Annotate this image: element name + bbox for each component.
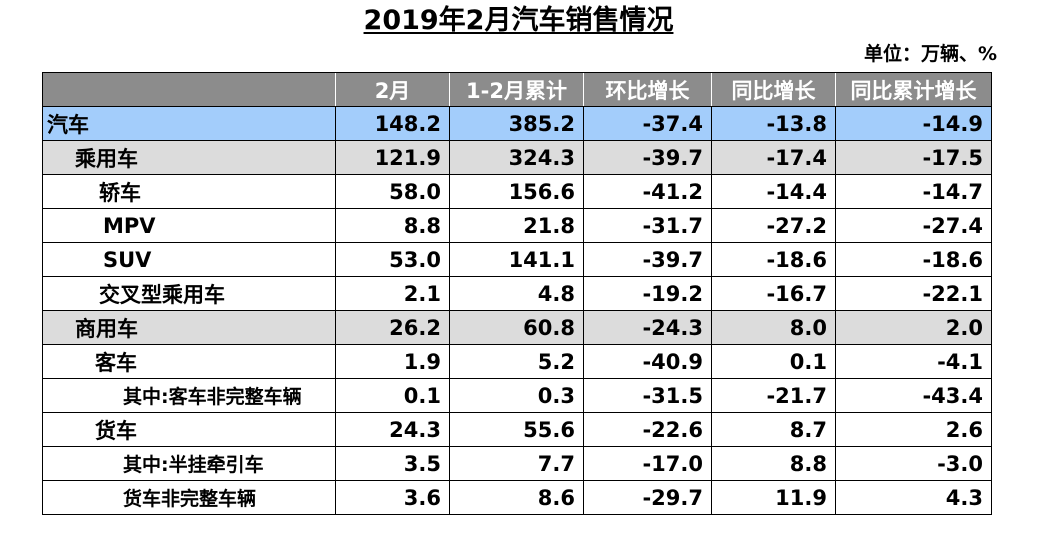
cell-mom: -39.7 [583, 242, 712, 277]
row-label: 轿车 [42, 174, 336, 209]
cell-yoy-cumulative: -14.7 [835, 174, 992, 209]
cell-yoy: -27.2 [711, 208, 836, 243]
row-label: 乘用车 [42, 140, 336, 175]
cell-feb: 58.0 [335, 174, 450, 209]
unit-note: 单位：万辆、% [863, 43, 997, 65]
cell-feb: 1.9 [335, 344, 450, 379]
cell-yoy: 8.8 [711, 446, 836, 481]
cell-yoy: -16.7 [711, 276, 836, 311]
sales-table: 2月 1-2月累计 环比增长 同比增长 同比累计增长 汽车 148.2 385.… [42, 72, 992, 515]
cell-feb: 3.6 [335, 480, 450, 515]
cell-yoy-cumulative: -3.0 [835, 446, 992, 481]
header-feb: 2月 [335, 72, 450, 107]
row-label: 货车非完整车辆 [42, 480, 336, 515]
cell-yoy-cumulative: -4.1 [835, 344, 992, 379]
cell-cumulative: 8.6 [449, 480, 584, 515]
cell-yoy-cumulative: -14.9 [835, 106, 992, 141]
row-label: 客车 [42, 344, 336, 379]
cell-feb: 53.0 [335, 242, 450, 277]
cell-cumulative: 7.7 [449, 446, 584, 481]
cell-mom: -41.2 [583, 174, 712, 209]
table-row-bus: 客车 1.9 5.2 -40.9 0.1 -4.1 [42, 344, 992, 379]
row-label: 汽车 [42, 106, 336, 141]
cell-feb: 24.3 [335, 412, 450, 447]
cell-feb: 3.5 [335, 446, 450, 481]
cell-feb: 2.1 [335, 276, 450, 311]
cell-feb: 121.9 [335, 140, 450, 175]
cell-mom: -19.2 [583, 276, 712, 311]
table-row-total: 汽车 148.2 385.2 -37.4 -13.8 -14.9 [42, 106, 992, 141]
cell-mom: -31.7 [583, 208, 712, 243]
cell-mom: -22.6 [583, 412, 712, 447]
header-jan-feb-cumulative: 1-2月累计 [449, 72, 584, 107]
header-yoy-growth: 同比增长 [711, 72, 836, 107]
cell-yoy: 11.9 [711, 480, 836, 515]
cell-mom: -39.7 [583, 140, 712, 175]
cell-mom: -37.4 [583, 106, 712, 141]
cell-yoy: 8.0 [711, 310, 836, 345]
page-title-text: 2019年2月汽车销售情况 [363, 5, 674, 36]
cell-mom: -40.9 [583, 344, 712, 379]
cell-feb: 8.8 [335, 208, 450, 243]
table-row-mpv: MPV 8.8 21.8 -31.7 -27.2 -27.4 [42, 208, 992, 243]
cell-cumulative: 141.1 [449, 242, 584, 277]
cell-cumulative: 156.6 [449, 174, 584, 209]
cell-cumulative: 4.8 [449, 276, 584, 311]
cell-yoy: 0.1 [711, 344, 836, 379]
table-row-sedan: 轿车 58.0 156.6 -41.2 -14.4 -14.7 [42, 174, 992, 209]
row-label: MPV [42, 208, 336, 243]
cell-yoy: -18.6 [711, 242, 836, 277]
row-label: 货车 [42, 412, 336, 447]
page-title: 2019年2月汽车销售情况 [0, 4, 1037, 38]
cell-cumulative: 324.3 [449, 140, 584, 175]
cell-cumulative: 21.8 [449, 208, 584, 243]
cell-mom: -31.5 [583, 378, 712, 413]
table-row-suv: SUV 53.0 141.1 -39.7 -18.6 -18.6 [42, 242, 992, 277]
cell-yoy-cumulative: -43.4 [835, 378, 992, 413]
cell-yoy-cumulative: -17.5 [835, 140, 992, 175]
cell-yoy: -14.4 [711, 174, 836, 209]
table-row-truck-incomplete: 货车非完整车辆 3.6 8.6 -29.7 11.9 4.3 [42, 480, 992, 515]
cell-cumulative: 55.6 [449, 412, 584, 447]
cell-mom: -29.7 [583, 480, 712, 515]
cell-cumulative: 385.2 [449, 106, 584, 141]
header-mom-growth: 环比增长 [583, 72, 712, 107]
table-header-row: 2月 1-2月累计 环比增长 同比增长 同比累计增长 [42, 72, 992, 107]
table-row-commercial: 商用车 26.2 60.8 -24.3 8.0 2.0 [42, 310, 992, 345]
cell-cumulative: 5.2 [449, 344, 584, 379]
cell-yoy-cumulative: -22.1 [835, 276, 992, 311]
cell-yoy-cumulative: -18.6 [835, 242, 992, 277]
cell-yoy-cumulative: 4.3 [835, 480, 992, 515]
cell-cumulative: 60.8 [449, 310, 584, 345]
row-label: SUV [42, 242, 336, 277]
cell-feb: 0.1 [335, 378, 450, 413]
row-label: 交叉型乘用车 [42, 276, 336, 311]
cell-yoy-cumulative: 2.6 [835, 412, 992, 447]
cell-yoy: -17.4 [711, 140, 836, 175]
row-label: 其中:客车非完整车辆 [42, 378, 336, 413]
table-row-bus-incomplete: 其中:客车非完整车辆 0.1 0.3 -31.5 -21.7 -43.4 [42, 378, 992, 413]
cell-yoy-cumulative: 2.0 [835, 310, 992, 345]
table-row-crossover: 交叉型乘用车 2.1 4.8 -19.2 -16.7 -22.1 [42, 276, 992, 311]
table-row-semi-tractor: 其中:半挂牵引车 3.5 7.7 -17.0 8.8 -3.0 [42, 446, 992, 481]
header-category [42, 72, 336, 107]
cell-cumulative: 0.3 [449, 378, 584, 413]
cell-yoy-cumulative: -27.4 [835, 208, 992, 243]
header-yoy-cumulative-growth: 同比累计增长 [835, 72, 992, 107]
cell-mom: -17.0 [583, 446, 712, 481]
row-label: 商用车 [42, 310, 336, 345]
row-label: 其中:半挂牵引车 [42, 446, 336, 481]
cell-yoy: -21.7 [711, 378, 836, 413]
table-row-passenger: 乘用车 121.9 324.3 -39.7 -17.4 -17.5 [42, 140, 992, 175]
cell-feb: 26.2 [335, 310, 450, 345]
cell-mom: -24.3 [583, 310, 712, 345]
cell-yoy: 8.7 [711, 412, 836, 447]
cell-yoy: -13.8 [711, 106, 836, 141]
table-row-truck: 货车 24.3 55.6 -22.6 8.7 2.6 [42, 412, 992, 447]
cell-feb: 148.2 [335, 106, 450, 141]
